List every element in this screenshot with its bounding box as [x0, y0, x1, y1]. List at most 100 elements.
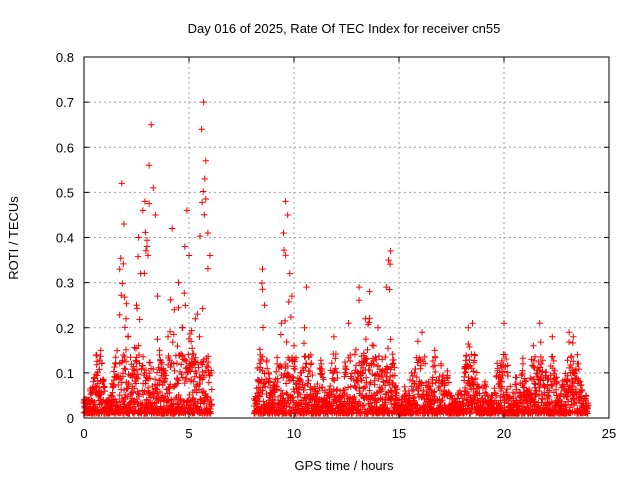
roti-point — [174, 376, 181, 383]
roti-point — [471, 376, 479, 383]
roti-point — [357, 375, 365, 383]
roti-point — [522, 377, 530, 385]
roti-point — [445, 379, 453, 386]
roti-point — [263, 390, 270, 398]
roti-point — [304, 373, 311, 380]
roti-point — [153, 386, 160, 393]
roti-point — [139, 391, 147, 398]
roti-point — [470, 357, 478, 364]
roti-point — [98, 400, 105, 408]
roti-point — [256, 346, 264, 353]
roti-point — [548, 382, 555, 389]
roti-point — [133, 366, 141, 374]
roti-point — [318, 367, 325, 375]
roti-peak-point — [523, 392, 531, 399]
roti-point — [359, 370, 366, 377]
roti-point — [461, 384, 469, 392]
roti-peak-point — [570, 333, 577, 340]
roti-point — [284, 391, 291, 398]
data-points — [80, 98, 592, 417]
roti-point — [373, 356, 380, 363]
roti-point — [536, 384, 543, 391]
roti-point — [550, 357, 557, 365]
roti-point — [347, 351, 354, 359]
roti-peak-point — [481, 378, 489, 386]
roti-point — [190, 378, 197, 385]
roti-point — [441, 380, 448, 388]
roti-peak-point — [307, 351, 314, 359]
roti-point — [361, 383, 369, 390]
roti-peak-point — [150, 184, 157, 192]
roti-peak-point — [582, 392, 590, 399]
roti-point — [463, 396, 470, 403]
roti-point — [320, 376, 327, 383]
roti-point — [121, 324, 129, 331]
roti-point — [166, 328, 174, 335]
roti-point — [117, 386, 125, 393]
roti-peak-point — [475, 383, 482, 390]
roti-point — [343, 366, 350, 373]
roti-point — [204, 393, 211, 400]
roti-point — [290, 363, 298, 370]
roti-peak-point — [171, 306, 178, 313]
roti-point — [185, 351, 192, 358]
roti-point — [391, 372, 399, 379]
roti-point — [572, 385, 580, 393]
roti-point — [374, 389, 381, 396]
roti-peak-point — [465, 324, 472, 331]
roti-point — [296, 391, 304, 398]
roti-peak-point — [318, 360, 325, 368]
roti-point — [476, 390, 483, 397]
roti-point — [429, 380, 436, 387]
roti-peak-point — [87, 387, 94, 395]
roti-peak-point — [549, 333, 556, 340]
roti-point — [131, 385, 138, 392]
roti-point — [456, 398, 463, 405]
roti-point — [431, 354, 439, 362]
roti-point — [370, 361, 377, 368]
roti-point — [530, 363, 537, 370]
roti-peak-point — [259, 265, 266, 273]
roti-point — [353, 384, 360, 392]
roti-point — [388, 388, 395, 395]
roti-point — [110, 368, 118, 375]
y-tick-label: 0 — [67, 411, 74, 426]
roti-point — [151, 400, 158, 407]
roti-point — [116, 311, 123, 319]
roti-point — [143, 237, 151, 244]
roti-point — [473, 369, 481, 376]
roti-point — [495, 407, 502, 415]
roti-point — [146, 359, 154, 366]
roti-point — [491, 396, 499, 404]
roti-point — [121, 293, 128, 301]
roti-point — [271, 393, 279, 401]
roti-point — [139, 353, 147, 360]
roti-point — [386, 260, 394, 268]
roti-point — [135, 401, 142, 408]
roti-point — [301, 400, 309, 408]
roti-point — [302, 353, 309, 360]
roti-point — [482, 383, 490, 391]
roti-peak-point — [183, 207, 191, 214]
roti-point — [503, 385, 511, 393]
roti-point — [90, 375, 98, 382]
roti-point — [285, 373, 292, 380]
roti-point — [175, 377, 182, 384]
roti-point — [134, 390, 142, 397]
roti-point — [207, 410, 214, 417]
roti-point — [132, 380, 140, 387]
roti-point — [362, 335, 370, 343]
roti-point — [314, 380, 321, 388]
roti-point — [375, 372, 383, 380]
roti-point — [460, 400, 467, 407]
roti-point — [273, 383, 280, 390]
roti-point — [372, 371, 380, 378]
roti-peak-point — [362, 315, 369, 322]
roti-peak-point — [206, 252, 214, 259]
roti-point — [547, 372, 554, 379]
y-tick-label: 0.1 — [56, 366, 74, 381]
roti-point — [575, 365, 583, 373]
roti-peak-point — [112, 360, 119, 368]
roti-point — [528, 389, 535, 397]
roti-peak-point — [370, 342, 377, 349]
